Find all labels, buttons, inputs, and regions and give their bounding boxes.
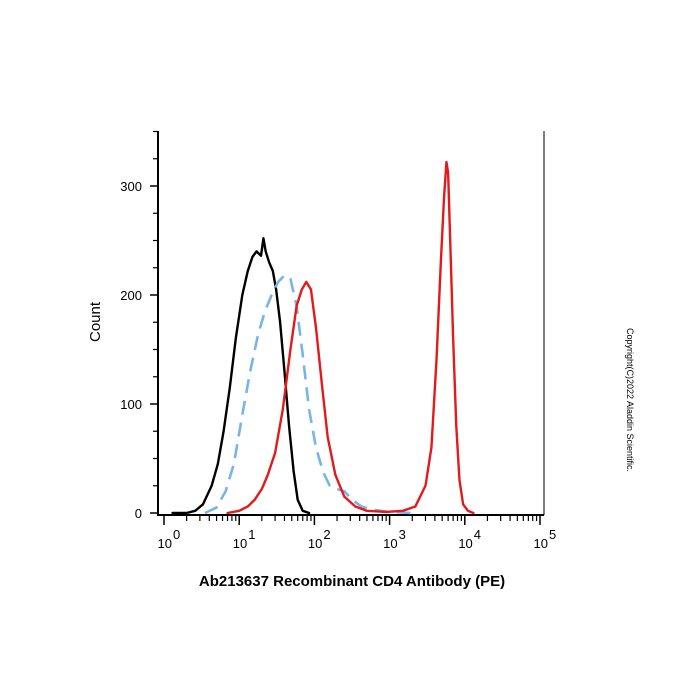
- x-tick-label: 10: [458, 536, 472, 551]
- x-tick-exponent: 1: [248, 527, 255, 542]
- x-tick-exponent: 2: [323, 527, 330, 542]
- y-tick-label: 100: [120, 397, 142, 412]
- x-tick-exponent: 0: [173, 527, 180, 542]
- y-major-ticks: 0 100 200 300: [120, 179, 158, 521]
- y-minor-ticks: [153, 130, 158, 487]
- x-tick-label: 10: [233, 536, 247, 551]
- x-tick-label: 10: [534, 536, 548, 551]
- x-axis-title: Ab213637 Recombinant CD4 Antibody (PE): [199, 573, 505, 590]
- x-tick-exponent: 5: [549, 527, 556, 542]
- y-tick-label: 200: [120, 288, 142, 303]
- y-axis-title: Count: [87, 301, 104, 342]
- x-tick-exponent: 3: [399, 527, 406, 542]
- histogram-line-2: [204, 274, 413, 515]
- series-layer: [171, 160, 475, 515]
- x-tick-label: 10: [383, 536, 397, 551]
- x-tick-label: 10: [158, 536, 172, 551]
- x-tick-exponent: 4: [474, 527, 481, 542]
- y-tick-label: 0: [135, 506, 142, 521]
- y-tick-label: 300: [120, 179, 142, 194]
- x-tick-label: 10: [308, 536, 322, 551]
- histogram-line-1: [171, 237, 311, 515]
- copyright-text: Copyright(C)2022 Aladdin Scientific.: [625, 328, 635, 472]
- histogram-line-3: [226, 160, 475, 515]
